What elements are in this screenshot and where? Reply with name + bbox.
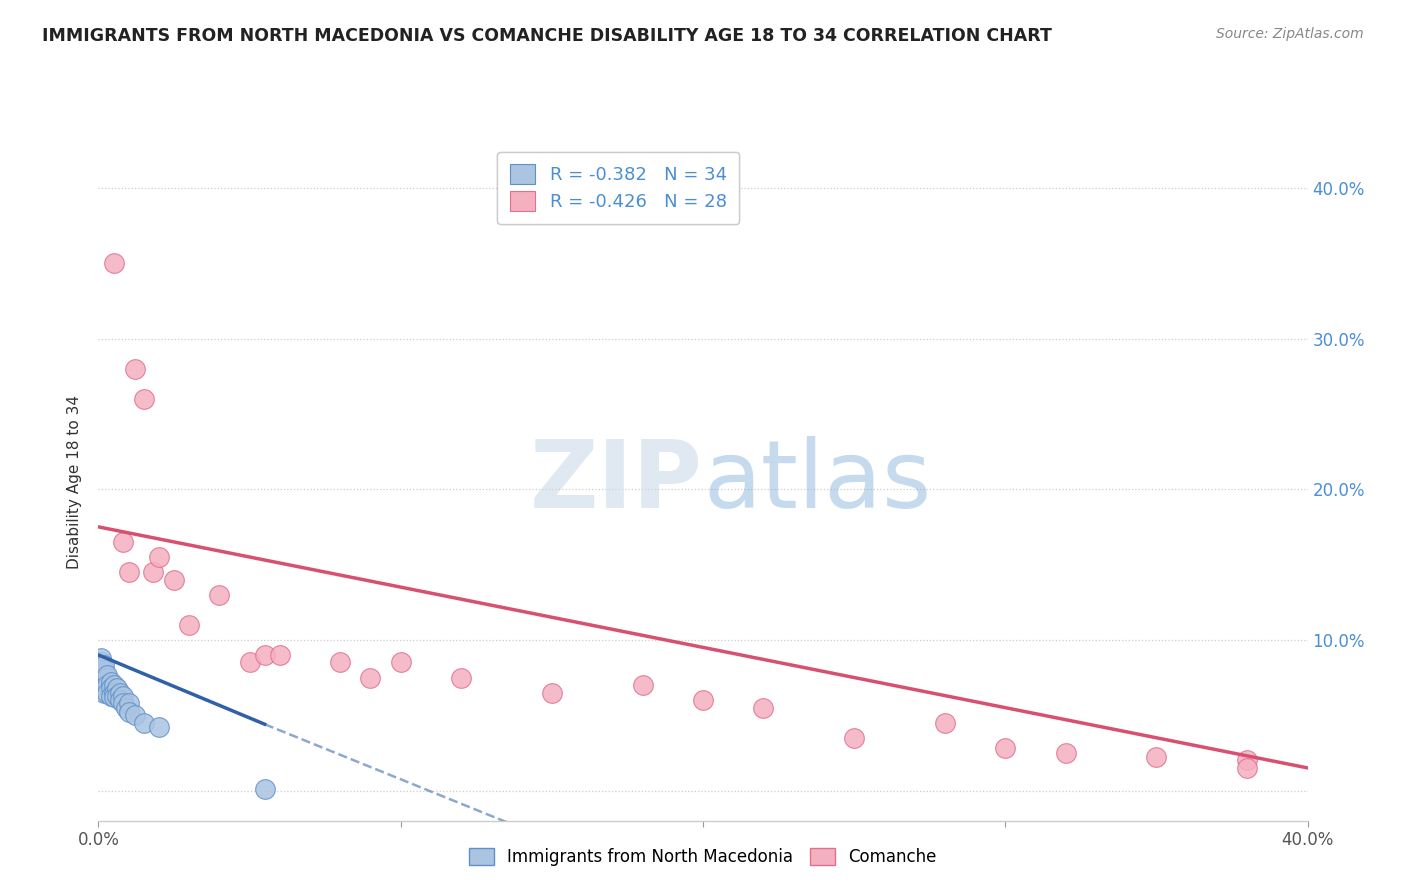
Point (111, 689, 134, 703)
Point (844, 731, 866, 745)
Text: Source: ZipAtlas.com: Source: ZipAtlas.com (1216, 27, 1364, 41)
Point (329, 656, 352, 670)
Point (163, 573, 186, 587)
Point (360, 671, 382, 685)
Point (1144, 750, 1167, 764)
Text: IMMIGRANTS FROM NORTH MACEDONIA VS COMANCHE DISABILITY AGE 18 TO 34 CORRELATION : IMMIGRANTS FROM NORTH MACEDONIA VS COMAN… (42, 27, 1052, 45)
Point (450, 671, 472, 685)
Point (90, 660, 112, 674)
Point (118, 565, 141, 579)
Point (105, 681, 128, 695)
Point (100, 681, 122, 695)
Point (752, 700, 775, 714)
Point (124, 708, 146, 723)
Point (93, 658, 115, 673)
Point (142, 565, 165, 579)
Point (148, 549, 170, 564)
Point (103, 685, 125, 699)
Point (93, 665, 115, 680)
Point (90, 671, 112, 685)
Point (631, 678, 654, 692)
Point (118, 705, 141, 719)
Point (100, 675, 122, 690)
Point (1236, 761, 1258, 775)
Point (692, 693, 714, 707)
Point (132, 392, 155, 406)
Point (93, 663, 115, 677)
Point (114, 700, 136, 714)
Point (1236, 753, 1258, 767)
Point (108, 685, 131, 699)
Point (96, 685, 118, 699)
Point (179, 617, 201, 632)
Point (1054, 746, 1077, 760)
Legend: Immigrants from North Macedonia, Comanche: Immigrants from North Macedonia, Comanch… (461, 840, 945, 875)
Point (208, 588, 231, 602)
Point (100, 689, 122, 703)
Point (93, 685, 115, 699)
Point (103, 678, 125, 692)
Text: atlas: atlas (703, 435, 931, 528)
Y-axis label: Disability Age 18 to 34: Disability Age 18 to 34 (67, 394, 83, 569)
Point (111, 535, 134, 549)
Point (90, 663, 112, 677)
Point (934, 715, 956, 730)
Point (132, 715, 155, 730)
Point (96, 667, 118, 681)
Point (93, 678, 115, 692)
Legend: R = -0.382   N = 34, R = -0.426   N = 28: R = -0.382 N = 34, R = -0.426 N = 28 (498, 152, 740, 224)
Point (90, 651, 112, 665)
Point (105, 689, 128, 703)
Point (108, 693, 131, 707)
Point (103, 256, 125, 270)
Point (103, 690, 125, 705)
Point (389, 656, 412, 670)
Point (96, 678, 118, 692)
Point (239, 656, 262, 670)
Point (540, 685, 562, 699)
Point (253, 782, 276, 797)
Point (93, 675, 115, 690)
Text: ZIP: ZIP (530, 435, 703, 528)
Point (269, 648, 291, 662)
Point (118, 696, 141, 710)
Point (111, 696, 134, 710)
Point (124, 361, 146, 376)
Point (994, 741, 1017, 756)
Point (96, 671, 118, 685)
Point (148, 720, 170, 734)
Point (90, 656, 112, 670)
Point (253, 648, 276, 662)
